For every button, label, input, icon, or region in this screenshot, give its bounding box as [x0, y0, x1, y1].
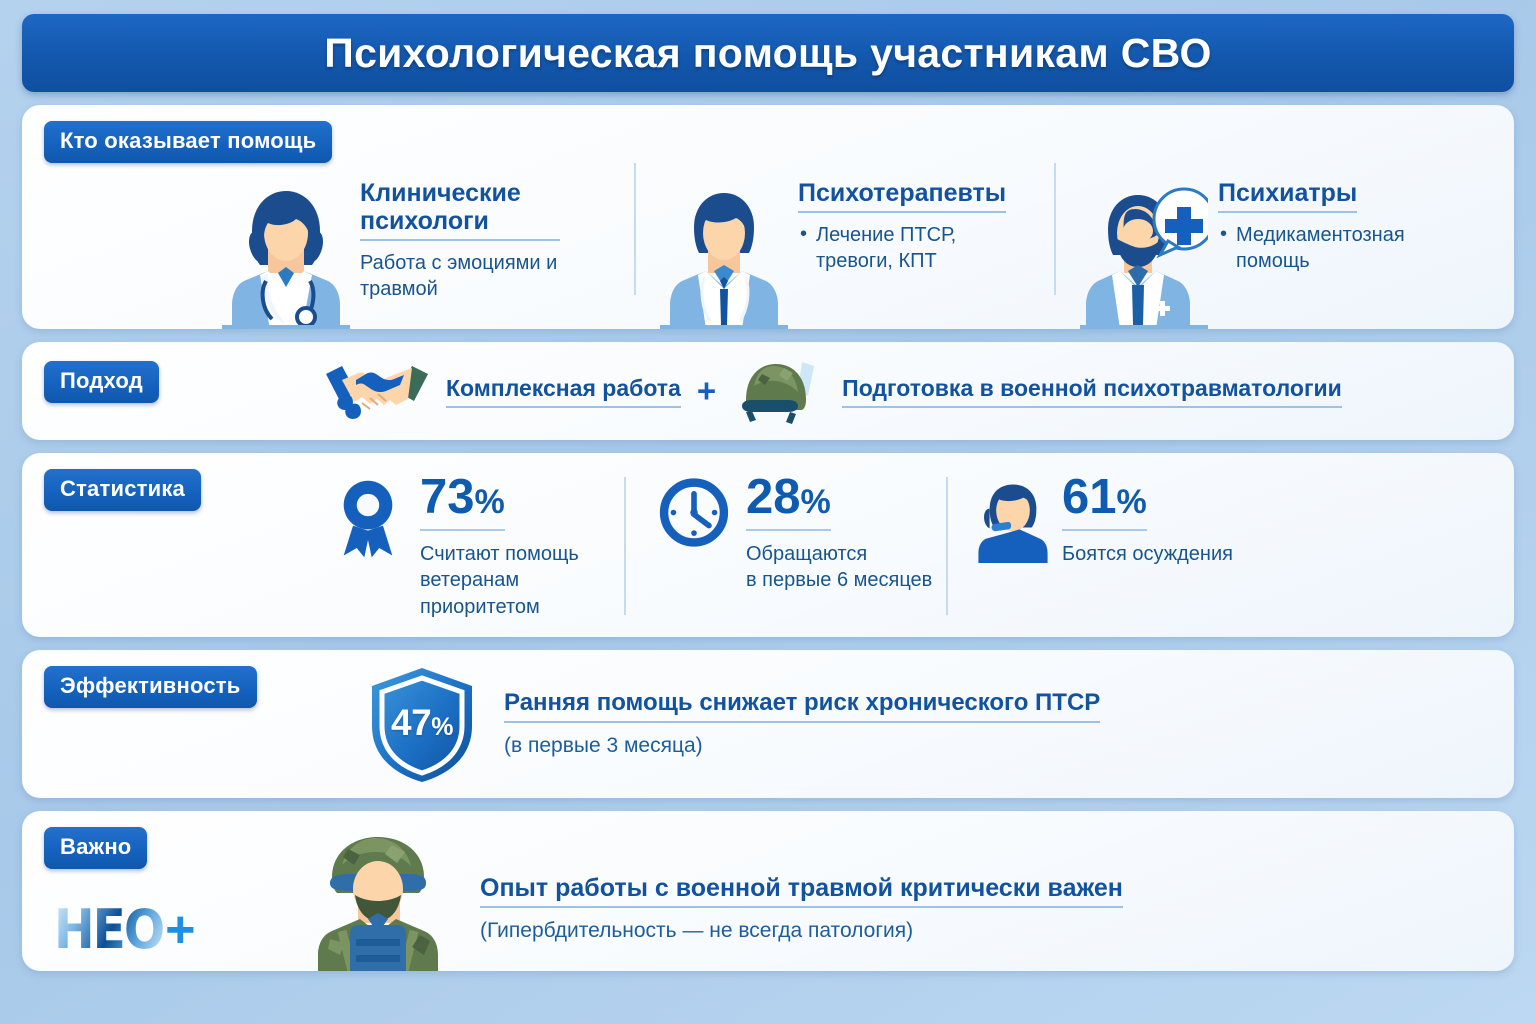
approach-row: Комплексная работа + Подготовка в военно… — [322, 342, 1494, 440]
approach-right-text: Подготовка в военной психотравматологии — [842, 375, 1342, 408]
section-badge-statistics: Статистика — [44, 469, 201, 511]
effectiveness-value: 47% — [391, 702, 453, 744]
stat-value-priority: 73% — [420, 473, 505, 531]
section-important: Важно — [22, 811, 1514, 971]
page-header: Психологическая помощь участникам СВО — [22, 14, 1514, 92]
approach-plus-sign: + — [696, 372, 717, 409]
who-text-clinical: Клинические психологи Работа с эмоциями … — [360, 153, 570, 302]
section-badge-effectiveness: Эффективность — [44, 666, 257, 708]
soldier-icon — [302, 831, 454, 971]
who-text-psychiatrists: Психиатры Медикаментозная помощь — [1218, 153, 1448, 274]
stat-label-priority: Считают помощь ветеранам приоритетом — [420, 543, 579, 618]
bearded-psychiatrist-avatar-icon — [1080, 177, 1208, 329]
who-detail-psychiatrists: Медикаментозная помощь — [1218, 221, 1448, 274]
effectiveness-text: Ранняя помощь снижает риск хронического … — [504, 689, 1101, 758]
who-column-psychotherapists: Психотерапевты Лечение ПТСР, тревоги, КП… — [634, 153, 1054, 329]
stat-item-priority: 73% Считают помощь ветеранам приоритетом — [292, 471, 624, 633]
military-helmet-icon — [732, 356, 828, 426]
stat-body-priority: 73% Считают помощь ветеранам приоритетом — [420, 471, 579, 620]
important-subtitle: (Гипербдительность — не всегда патология… — [480, 919, 914, 942]
who-title-clinical: Клинические психологи — [360, 179, 560, 241]
section-effectiveness: Эффективность 47% Ранняя — [22, 650, 1514, 798]
who-title-psychotherapists: Психотерапевты — [798, 179, 1007, 213]
brand-logo: НЕО + — [54, 898, 196, 961]
award-ribbon-icon — [328, 471, 408, 563]
stat-label-first-six-months: Обращаются в первые 6 месяцев — [746, 543, 933, 592]
page-title: Психологическая помощь участникам СВО — [324, 29, 1212, 76]
who-detail-clinical: Работа с эмоциями и травмой — [360, 252, 558, 300]
person-headset-icon — [976, 471, 1050, 563]
shield-icon: 47% — [362, 664, 482, 784]
stat-body-first-six-months: 28% Обращаются в первые 6 месяцев — [746, 471, 932, 594]
female-doctor-avatar-icon — [222, 177, 350, 329]
stat-value-fear-judgement: 61% — [1062, 473, 1147, 531]
important-text: Опыт работы с военной травмой критически… — [480, 874, 1123, 971]
section-badge-who: Кто оказывает помощь — [44, 121, 333, 163]
stat-item-fear-judgement: 61% Боятся осуждения — [946, 471, 1494, 633]
who-column-clinical-psychologists: Клинические психологи Работа с эмоциями … — [222, 153, 634, 329]
who-text-psychotherapists: Психотерапевты Лечение ПТСР, тревоги, КП… — [798, 153, 1007, 274]
stat-item-first-six-months: 28% Обращаются в первые 6 месяцев — [624, 471, 946, 633]
approach-left-text: Комплексная работа — [446, 375, 681, 408]
who-detail-psychotherapists: Лечение ПТСР, тревоги, КПТ — [798, 221, 988, 274]
section-statistics: Статистика 73% Считают помощь ветеранам … — [22, 453, 1514, 637]
effectiveness-subtitle: (в первые 3 месяца) — [504, 733, 703, 757]
effectiveness-row: 47% Ранняя помощь снижает риск хроническ… — [362, 650, 1494, 798]
effectiveness-title: Ранняя помощь снижает риск хронического … — [504, 689, 1101, 723]
logo-text: НЕО — [54, 898, 165, 961]
statistics-columns: 73% Считают помощь ветеранам приоритетом — [292, 471, 1494, 633]
handshake-icon — [322, 356, 432, 426]
section-who-provides-help: Кто оказывает помощь — [22, 105, 1514, 329]
who-columns: Клинические психологи Работа с эмоциями … — [222, 153, 1494, 329]
important-title: Опыт работы с военной травмой критически… — [480, 874, 1123, 908]
section-badge-important: Важно — [44, 827, 148, 869]
stat-value-first-six-months: 28% — [746, 473, 831, 531]
stat-body-fear-judgement: 61% Боятся осуждения — [1062, 471, 1233, 567]
male-doctor-avatar-icon — [660, 177, 788, 329]
logo-plus-icon: + — [165, 901, 195, 959]
important-row: Опыт работы с военной травмой критически… — [302, 811, 1494, 971]
stat-label-fear-judgement: Боятся осуждения — [1062, 543, 1233, 565]
clock-icon — [654, 471, 734, 563]
who-column-psychiatrists: Психиатры Медикаментозная помощь — [1054, 153, 1494, 329]
section-badge-approach: Подход — [44, 361, 159, 403]
who-title-psychiatrists: Психиатры — [1218, 179, 1358, 213]
section-approach: Подход Комплексная работа + — [22, 342, 1514, 440]
